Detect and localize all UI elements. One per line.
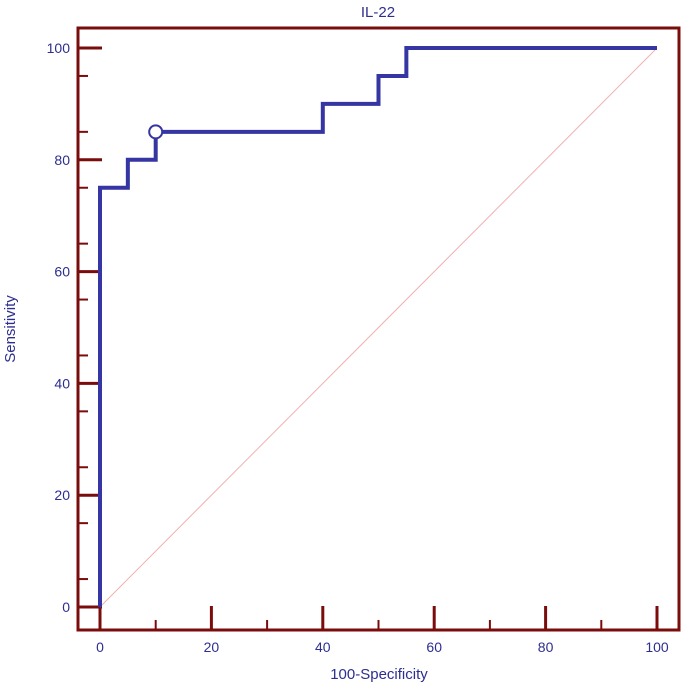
x-tick-label: 20 xyxy=(204,639,220,655)
optimal-cutoff-marker xyxy=(148,124,164,140)
y-minor-ticks xyxy=(78,74,88,581)
marker-layer xyxy=(148,124,164,140)
x-axis-label: 100-Specificity xyxy=(330,666,428,683)
y-tick-label: 80 xyxy=(54,152,70,168)
roc-curve-line xyxy=(98,46,657,607)
y-tick-label: 60 xyxy=(54,264,70,280)
x-tick-label: 0 xyxy=(96,639,104,655)
y-tick-label: 0 xyxy=(62,599,70,615)
y-tick-label: 40 xyxy=(54,375,70,391)
y-axis-label: Sensitivity xyxy=(2,295,19,363)
x-tick-label: 40 xyxy=(315,639,331,655)
y-axis-ticks: 0 20 40 60 80 100 xyxy=(47,40,102,615)
x-tick-label: 60 xyxy=(426,639,442,655)
plot-frame xyxy=(76,26,681,632)
series-layer xyxy=(98,46,658,608)
reference-diagonal-line xyxy=(99,47,658,608)
x-minor-ticks xyxy=(154,620,603,630)
y-tick-label: 100 xyxy=(47,40,71,56)
x-tick-label: 80 xyxy=(538,639,554,655)
x-axis-ticks: 0 20 40 60 80 100 xyxy=(96,606,669,655)
x-tick-label: 100 xyxy=(645,639,669,655)
chart-title: IL-22 xyxy=(361,4,395,21)
y-tick-label: 20 xyxy=(54,487,70,503)
